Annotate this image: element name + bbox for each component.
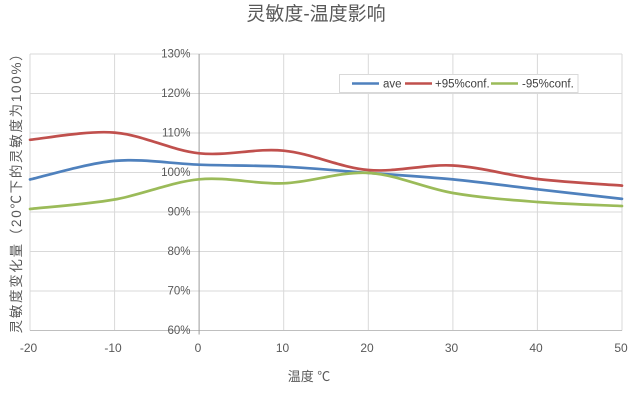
svg-text:50: 50 (614, 341, 628, 355)
svg-text:温度 ℃: 温度 ℃ (288, 369, 331, 384)
svg-text:10: 10 (276, 341, 290, 355)
svg-text:20: 20 (360, 341, 374, 355)
svg-text:130%: 130% (161, 49, 190, 61)
svg-text:灵敏度-温度影响: 灵敏度-温度影响 (246, 3, 385, 25)
svg-text:-95%conf.: -95%conf. (522, 79, 574, 91)
svg-text:灵敏度变化量（20℃下的灵敏度为100%）: 灵敏度变化量（20℃下的灵敏度为100%） (9, 46, 24, 334)
svg-text:-10: -10 (104, 341, 122, 355)
svg-text:70%: 70% (167, 286, 190, 298)
svg-text:ave: ave (383, 79, 402, 91)
svg-text:120%: 120% (161, 88, 190, 100)
svg-text:90%: 90% (167, 207, 190, 219)
svg-text:30: 30 (445, 341, 459, 355)
svg-text:-20: -20 (20, 341, 38, 355)
svg-text:100%: 100% (161, 167, 190, 179)
svg-text:80%: 80% (167, 246, 190, 258)
svg-text:+95%conf.: +95%conf. (435, 79, 490, 91)
svg-text:0: 0 (195, 341, 202, 355)
svg-text:40: 40 (529, 341, 543, 355)
svg-text:110%: 110% (162, 128, 191, 140)
svg-text:60%: 60% (167, 325, 190, 337)
